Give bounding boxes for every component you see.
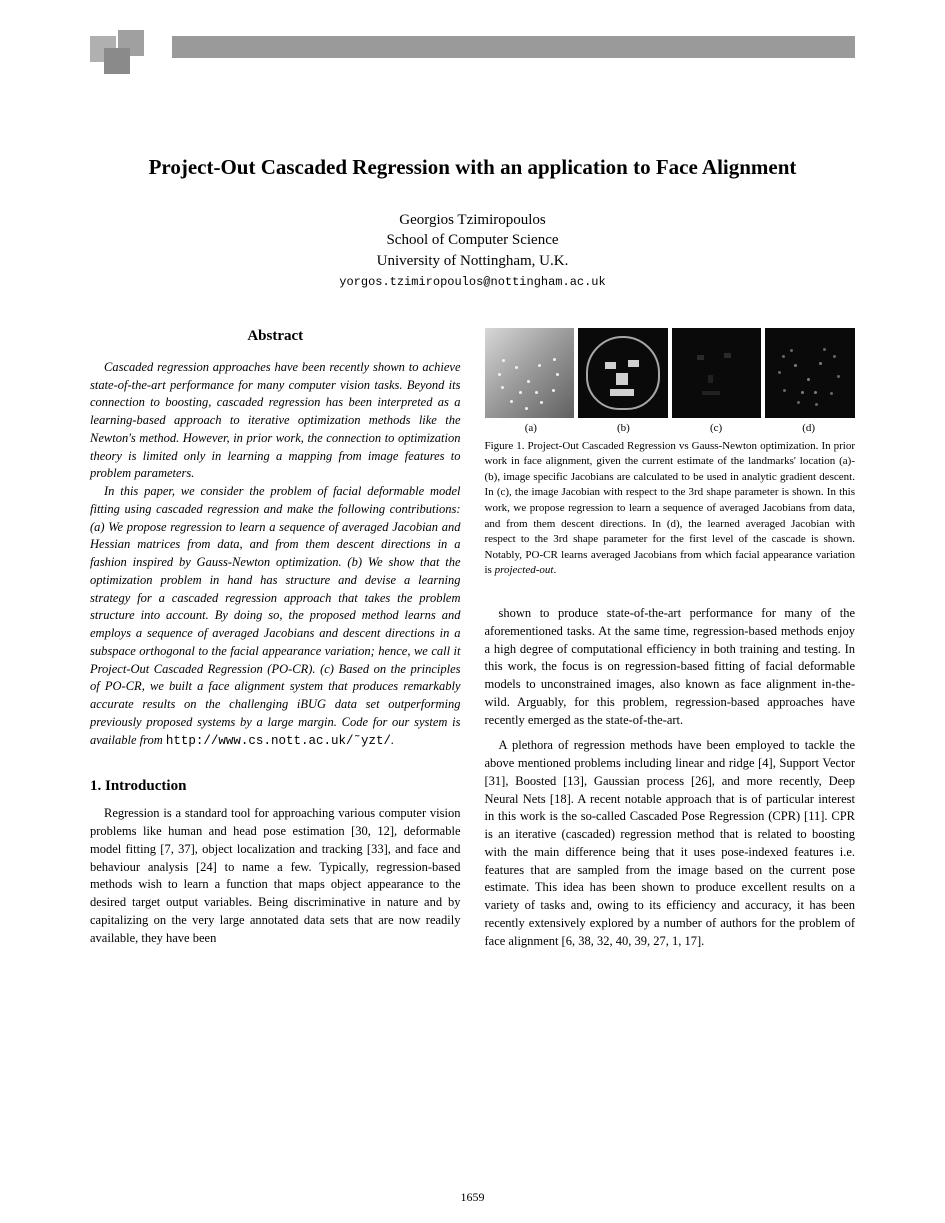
logo-square-2 (104, 48, 130, 74)
author-affiliation-2: University of Nottingham, U.K. (90, 251, 855, 271)
author-email: yorgos.tzimiropoulos@nottingham.ac.uk (90, 274, 855, 290)
paper-title: Project-Out Cascaded Regression with an … (90, 155, 855, 180)
figure-1d (765, 328, 855, 418)
abstract-paragraph-2: In this paper, we consider the problem o… (90, 483, 461, 750)
right-body-text: shown to produce state-of-the-art perfor… (485, 605, 856, 950)
figure-1-strip (485, 328, 856, 418)
section-1-paragraph-1: Regression is a standard tool for approa… (90, 805, 461, 947)
figure-1-caption-em: projected-out (495, 564, 554, 576)
author-block: Georgios Tzimiropoulos School of Compute… (90, 210, 855, 290)
right-paragraph-2: A plethora of regression methods have be… (485, 737, 856, 950)
section-1-heading: 1. Introduction (90, 778, 461, 795)
page-number: 1659 (0, 1190, 945, 1205)
right-column: (a) (b) (c) (d) Figure 1. Project-Out Ca… (485, 328, 856, 950)
figure-1b (578, 328, 668, 418)
figure-1-label-d: (d) (762, 422, 855, 434)
figure-1a (485, 328, 575, 418)
abstract-p2-a: In this paper, we consider the problem o… (90, 484, 461, 747)
figure-1-labels: (a) (b) (c) (d) (485, 422, 856, 434)
abstract-heading: Abstract (90, 328, 461, 345)
figure-1-caption-a: Figure 1. Project-Out Cascaded Regressio… (485, 440, 856, 577)
header-bar (172, 36, 855, 58)
abstract-url: http://www.cs.nott.ac.uk/˜yzt/ (166, 734, 391, 748)
figure-1-caption-b: . (553, 564, 556, 576)
abstract-p2-b: . (391, 733, 394, 747)
figure-1-label-b: (b) (577, 422, 670, 434)
header-graphic (90, 30, 855, 80)
figure-1c (672, 328, 762, 418)
two-column-layout: Abstract Cascaded regression approaches … (90, 328, 855, 950)
page-content: Project-Out Cascaded Regression with an … (90, 155, 855, 950)
abstract-body: Cascaded regression approaches have been… (90, 359, 461, 751)
face-landmarks-a (485, 328, 575, 418)
figure-1-caption: Figure 1. Project-Out Cascaded Regressio… (485, 439, 856, 579)
figure-1-label-c: (c) (670, 422, 763, 434)
author-affiliation-1: School of Computer Science (90, 230, 855, 250)
author-name: Georgios Tzimiropoulos (90, 210, 855, 230)
jacobian-pattern-d (765, 328, 855, 418)
figure-1-label-a: (a) (485, 422, 578, 434)
section-1-body: Regression is a standard tool for approa… (90, 805, 461, 947)
header-logo-squares (90, 30, 150, 80)
abstract-paragraph-1: Cascaded regression approaches have been… (90, 359, 461, 483)
right-paragraph-1: shown to produce state-of-the-art perfor… (485, 605, 856, 729)
left-column: Abstract Cascaded regression approaches … (90, 328, 461, 950)
